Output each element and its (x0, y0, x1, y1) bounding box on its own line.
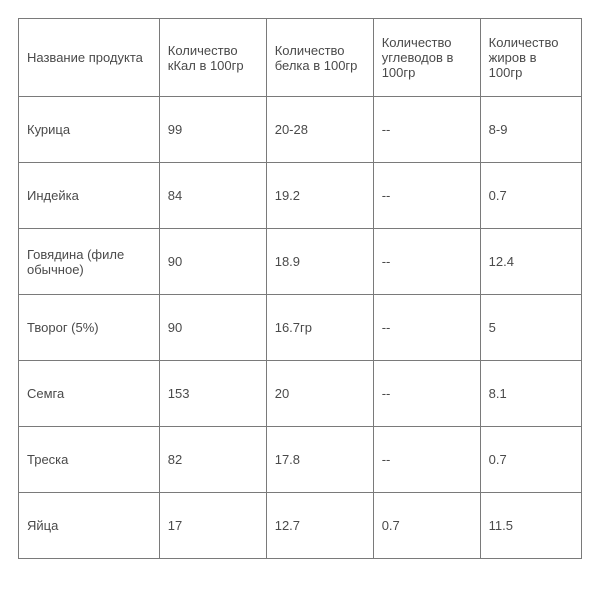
cell-product: Яйца (19, 493, 160, 559)
col-header: Название продукта (19, 19, 160, 97)
cell-fat: 5 (480, 295, 581, 361)
nutrition-table: Название продукта Количество кКал в 100г… (18, 18, 582, 559)
col-header: Количество углеводов в 100гр (373, 19, 480, 97)
table-row: Треска 82 17.8 -- 0.7 (19, 427, 582, 493)
cell-fat: 0.7 (480, 427, 581, 493)
cell-carbs: -- (373, 361, 480, 427)
cell-kcal: 153 (159, 361, 266, 427)
cell-carbs: -- (373, 427, 480, 493)
cell-protein: 12.7 (266, 493, 373, 559)
table-header-row: Название продукта Количество кКал в 100г… (19, 19, 582, 97)
table-row: Индейка 84 19.2 -- 0.7 (19, 163, 582, 229)
cell-carbs: -- (373, 295, 480, 361)
cell-protein: 20 (266, 361, 373, 427)
cell-carbs: -- (373, 229, 480, 295)
cell-kcal: 82 (159, 427, 266, 493)
cell-kcal: 84 (159, 163, 266, 229)
table-row: Говядина (филе обычное) 90 18.9 -- 12.4 (19, 229, 582, 295)
cell-fat: 11.5 (480, 493, 581, 559)
cell-product: Треска (19, 427, 160, 493)
table-row: Семга 153 20 -- 8.1 (19, 361, 582, 427)
cell-product: Индейка (19, 163, 160, 229)
cell-protein: 17.8 (266, 427, 373, 493)
col-header: Количество белка в 100гр (266, 19, 373, 97)
cell-protein: 18.9 (266, 229, 373, 295)
cell-product: Курица (19, 97, 160, 163)
cell-fat: 8-9 (480, 97, 581, 163)
table-row: Курица 99 20-28 -- 8-9 (19, 97, 582, 163)
cell-product: Говядина (филе обычное) (19, 229, 160, 295)
cell-fat: 12.4 (480, 229, 581, 295)
cell-kcal: 99 (159, 97, 266, 163)
cell-product: Творог (5%) (19, 295, 160, 361)
cell-protein: 19.2 (266, 163, 373, 229)
cell-product: Семга (19, 361, 160, 427)
cell-fat: 0.7 (480, 163, 581, 229)
col-header: Количество кКал в 100гр (159, 19, 266, 97)
cell-carbs: -- (373, 97, 480, 163)
cell-carbs: -- (373, 163, 480, 229)
cell-carbs: 0.7 (373, 493, 480, 559)
cell-kcal: 90 (159, 295, 266, 361)
cell-kcal: 17 (159, 493, 266, 559)
cell-fat: 8.1 (480, 361, 581, 427)
cell-protein: 16.7гр (266, 295, 373, 361)
cell-kcal: 90 (159, 229, 266, 295)
col-header: Количество жиров в 100гр (480, 19, 581, 97)
table-row: Творог (5%) 90 16.7гр -- 5 (19, 295, 582, 361)
table-row: Яйца 17 12.7 0.7 11.5 (19, 493, 582, 559)
cell-protein: 20-28 (266, 97, 373, 163)
